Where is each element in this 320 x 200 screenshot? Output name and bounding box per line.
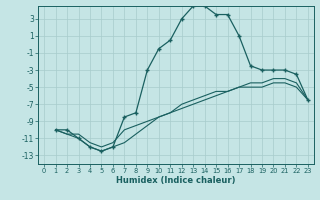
X-axis label: Humidex (Indice chaleur): Humidex (Indice chaleur) xyxy=(116,176,236,185)
